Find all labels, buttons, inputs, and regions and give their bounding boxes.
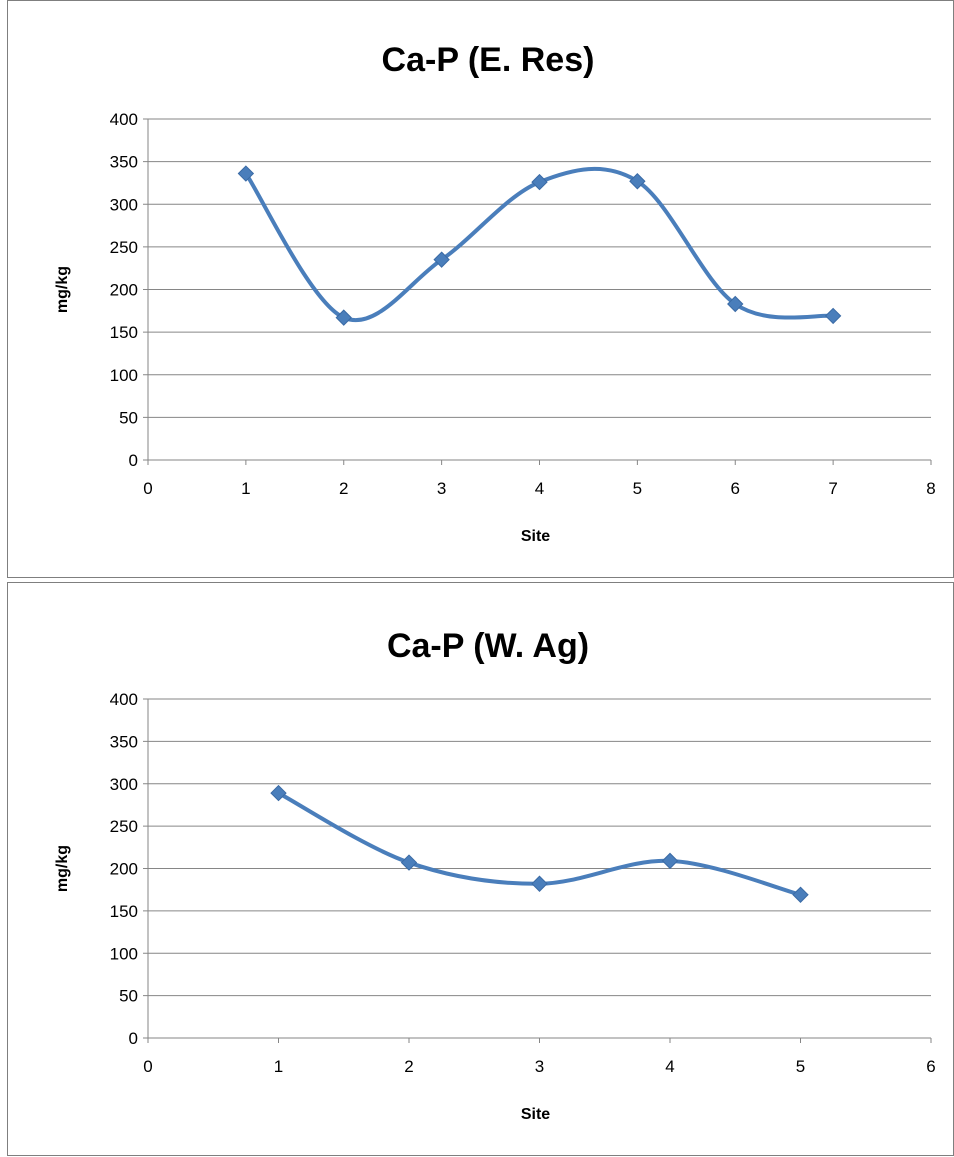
x-tick-label: 0 bbox=[143, 1057, 152, 1076]
y-tick-label: 350 bbox=[110, 732, 138, 751]
y-tick-label: 250 bbox=[110, 238, 138, 257]
data-point-marker bbox=[335, 309, 352, 326]
x-tick-label: 3 bbox=[535, 1057, 544, 1076]
x-tick-label: 3 bbox=[437, 479, 446, 498]
x-axis-title: Site bbox=[521, 1106, 550, 1123]
y-tick-label: 200 bbox=[110, 281, 138, 300]
y-tick-label: 100 bbox=[110, 944, 138, 963]
x-tick-label: 6 bbox=[926, 1057, 935, 1076]
chart-panel-e-res: Ca-P (E. Res) Site mg/kg 0 50 100 150 200 250… bbox=[7, 0, 954, 578]
data-point-marker bbox=[792, 886, 809, 903]
x-tick-label: 1 bbox=[274, 1057, 283, 1076]
axes bbox=[143, 698, 932, 1043]
gridlines bbox=[148, 698, 931, 997]
y-tick-label: 50 bbox=[119, 408, 138, 427]
chart-title: Ca-P (W. Ag) bbox=[387, 627, 589, 665]
data-point-marker bbox=[531, 875, 548, 892]
data-point-marker bbox=[531, 173, 548, 191]
x-tick-label: 7 bbox=[828, 479, 837, 498]
x-tick-label: 0 bbox=[143, 479, 152, 498]
chart-title: Ca-P (E. Res) bbox=[382, 41, 595, 79]
x-tick-label: 5 bbox=[796, 1057, 805, 1076]
y-tick-label: 350 bbox=[110, 153, 138, 172]
x-tick-label: 5 bbox=[633, 479, 642, 498]
y-axis-title: mg/kg bbox=[54, 845, 71, 892]
x-tick-label: 8 bbox=[926, 479, 935, 498]
y-tick-label: 150 bbox=[110, 902, 138, 921]
data-point-marker bbox=[824, 307, 842, 325]
data-point-marker bbox=[237, 165, 255, 182]
y-tick-label: 300 bbox=[110, 775, 138, 794]
y-tick-label: 250 bbox=[110, 817, 138, 836]
x-tick-label: 4 bbox=[535, 479, 544, 498]
y-tick-label: 0 bbox=[129, 451, 138, 470]
series-line bbox=[243, 166, 836, 322]
gridlines bbox=[148, 118, 931, 418]
data-point-marker bbox=[270, 784, 287, 802]
y-tick-label: 50 bbox=[119, 987, 138, 1006]
data-point-marker bbox=[433, 251, 450, 268]
x-tick-label: 6 bbox=[731, 479, 740, 498]
data-point-marker bbox=[661, 852, 679, 870]
tick-labels: 0 50 100 150 200 250 300 350 400 0 1 2 3 4 5 6 bbox=[110, 690, 936, 1076]
y-tick-label: 200 bbox=[110, 860, 138, 879]
data-point-marker bbox=[629, 173, 646, 190]
x-tick-label: 1 bbox=[241, 479, 250, 498]
y-axis-title: mg/kg bbox=[54, 266, 71, 313]
tick-labels: 0 50 100 150 200 250 300 350 400 0 1 2 3 4 5 6 7 8 bbox=[110, 110, 936, 498]
y-tick-label: 100 bbox=[110, 366, 138, 385]
axes bbox=[143, 118, 932, 465]
data-point-marker bbox=[727, 295, 744, 313]
x-tick-label: 4 bbox=[665, 1057, 674, 1076]
y-tick-label: 300 bbox=[110, 195, 138, 214]
chart-w-ag: Ca-P (W. Ag) Site mg/kg 0501001502002503… bbox=[54, 627, 936, 1123]
x-tick-label: 2 bbox=[404, 1057, 413, 1076]
y-tick-label: 400 bbox=[110, 110, 138, 129]
y-tick-label: 150 bbox=[110, 323, 138, 342]
chart-panel-w-ag: Ca-P (W. Ag) Site mg/kg 0 50 100 150 200 250 3… bbox=[7, 582, 954, 1156]
data-point-marker bbox=[400, 854, 418, 871]
y-tick-label: 400 bbox=[110, 690, 138, 709]
y-tick-label: 0 bbox=[129, 1029, 138, 1048]
x-tick-label: 2 bbox=[339, 479, 348, 498]
chart-e-res: Ca-P (E. Res) Site mg/kg 050100150200250… bbox=[54, 41, 936, 545]
x-axis-title: Site bbox=[521, 528, 550, 545]
